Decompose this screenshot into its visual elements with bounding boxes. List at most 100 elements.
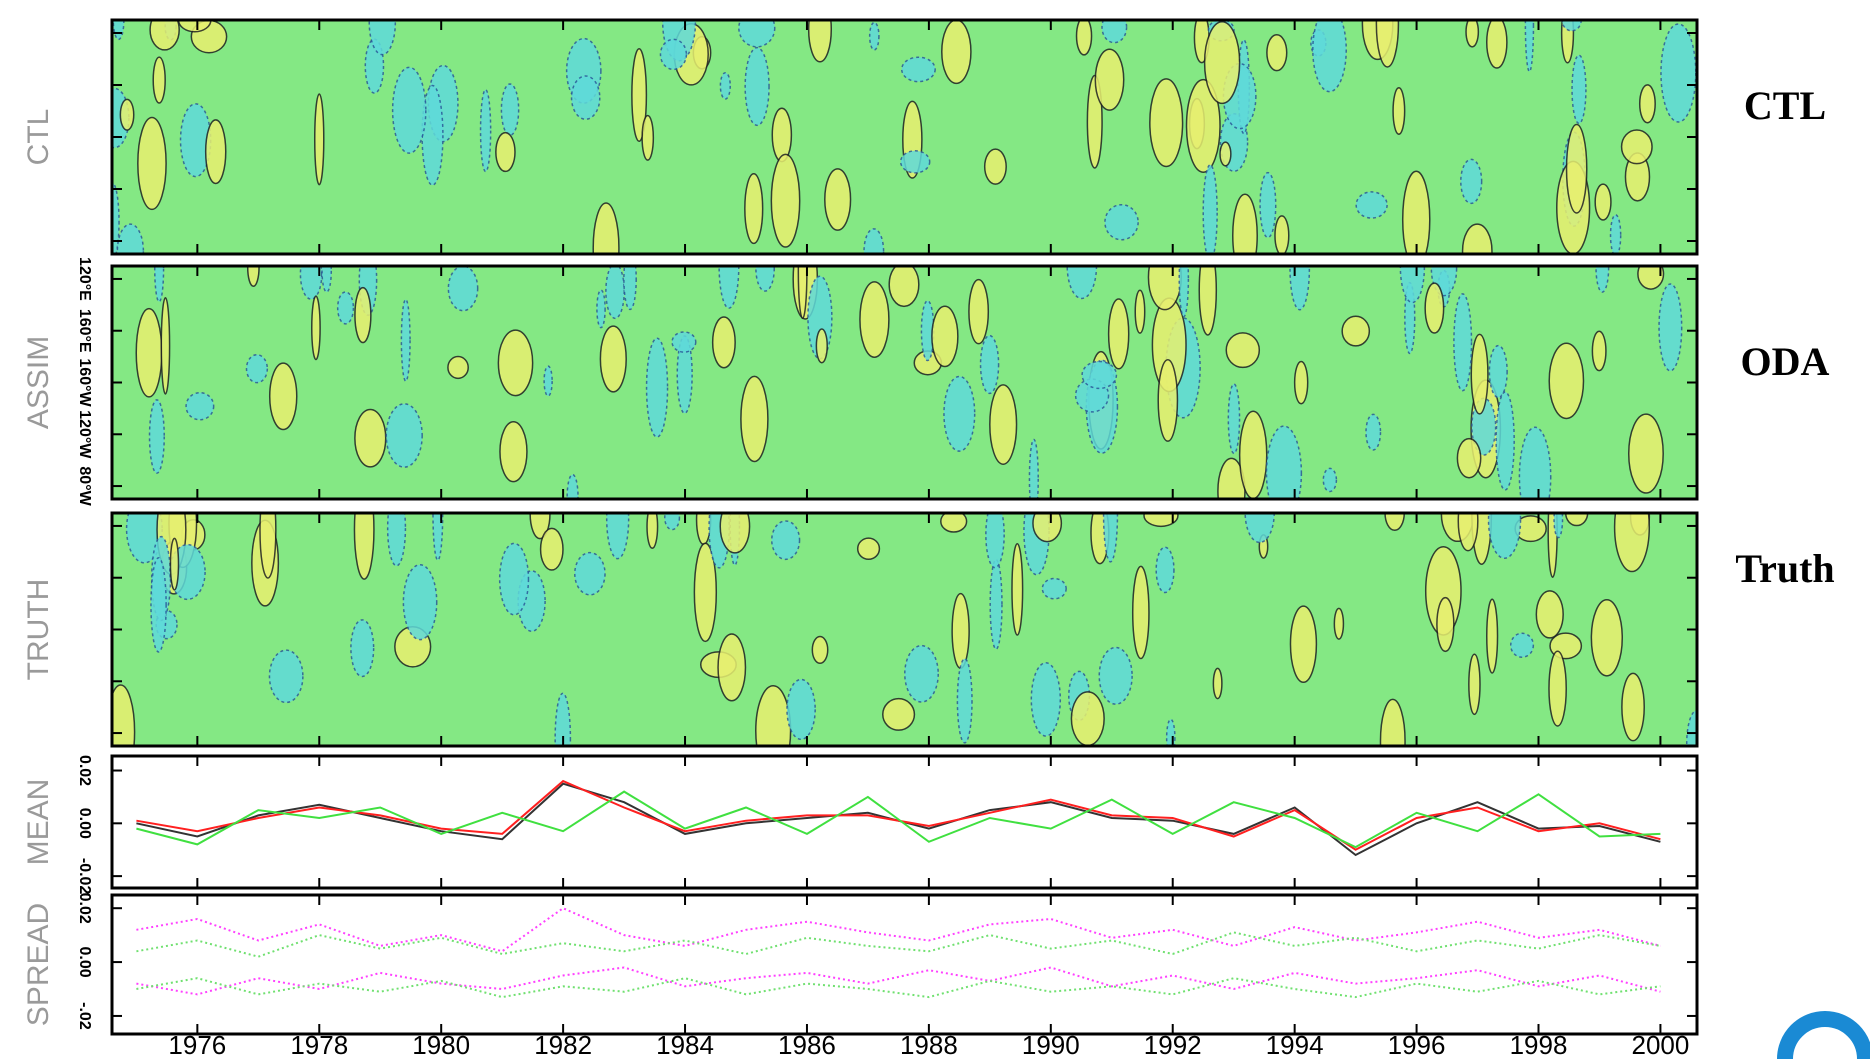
warm-contour [931, 305, 959, 368]
warm-contour [112, 684, 136, 746]
warm-contour [354, 286, 372, 344]
warm-contour [693, 542, 718, 643]
warm-contour [1232, 193, 1258, 254]
x-tick-label: 1976 [168, 1030, 226, 1059]
cold-contour [943, 375, 976, 452]
cold-contour [645, 337, 669, 438]
x-tick-label: 1980 [412, 1030, 470, 1059]
cold-contour [755, 266, 775, 292]
x-tick-label: 1988 [900, 1030, 958, 1059]
cold-contour [185, 391, 215, 421]
warm-contour [744, 172, 764, 245]
cold-contour [1609, 214, 1622, 254]
cold-contour [543, 365, 553, 397]
warm-contour [599, 325, 627, 393]
warm-contour [1613, 513, 1651, 573]
warm-contour [859, 281, 890, 358]
x-tick-label: 1996 [1388, 1030, 1446, 1059]
series-line [136, 790, 1661, 849]
x-tick-label: 1982 [534, 1030, 592, 1059]
cold-contour [245, 353, 269, 384]
warm-contour [1219, 141, 1232, 167]
cold-contour [718, 266, 740, 309]
warm-contour [499, 420, 528, 483]
series-line [136, 966, 1661, 996]
warm-contour [354, 408, 387, 468]
cold-contour [368, 20, 397, 56]
warm-contour [1198, 266, 1218, 336]
warm-contour [495, 131, 516, 173]
y-tick-label: 120°W [76, 410, 93, 459]
warm-contour [719, 513, 751, 554]
warm-contour [204, 119, 227, 185]
warm-contour [137, 116, 167, 211]
cold-contour [1028, 438, 1039, 499]
x-tick-label: 1994 [1266, 1030, 1324, 1059]
x-tick-label: 1992 [1144, 1030, 1202, 1059]
x-tick-label: 1998 [1510, 1030, 1568, 1059]
y-axis-label: CTL [22, 109, 55, 166]
cold-contour [1658, 283, 1683, 372]
cold-contour [1081, 360, 1118, 390]
warm-contour [313, 93, 325, 186]
warm-contour [1203, 21, 1241, 105]
x-tick-label: 1978 [290, 1030, 348, 1059]
warm-contour [824, 168, 852, 231]
warm-contour [1594, 183, 1612, 221]
warm-contour [149, 20, 180, 51]
cold-contour [786, 678, 816, 741]
warm-contour [1266, 33, 1288, 72]
panel-frame [110, 18, 1699, 256]
warm-contour [968, 278, 990, 345]
warm-contour [169, 537, 180, 591]
warm-contour [1457, 513, 1479, 552]
warm-contour [1461, 223, 1493, 254]
cold-contour [1265, 425, 1303, 499]
cold-contour [1355, 191, 1388, 219]
warm-contour [1465, 20, 1480, 48]
warm-contour [1225, 332, 1261, 369]
cold-contour [321, 266, 333, 293]
cold-contour [664, 513, 681, 531]
cold-contour [623, 266, 637, 311]
warm-contour [1548, 342, 1585, 420]
panel-annotation: Truth [1735, 546, 1834, 591]
warm-contour [1143, 513, 1179, 528]
cold-contour [299, 266, 323, 300]
cold-contour [1453, 293, 1473, 392]
cold-contour [671, 331, 697, 353]
cold-contour [1041, 577, 1067, 600]
series-line [136, 907, 1661, 953]
cold-contour [899, 150, 931, 174]
warm-contour [882, 697, 916, 731]
cold-contour [904, 644, 939, 703]
warm-contour [447, 355, 469, 380]
cold-contour [150, 557, 167, 653]
y-tick-label: -0.02 [76, 858, 93, 895]
cold-contour [391, 66, 427, 154]
panel-frame [110, 511, 1699, 748]
cold-contour [1660, 23, 1697, 123]
warm-contour [1485, 20, 1508, 69]
warm-contour [771, 107, 793, 163]
warm-contour [1075, 20, 1093, 56]
cold-contour [1227, 383, 1241, 455]
cold-contour [744, 46, 770, 127]
x-tick-label: 1984 [656, 1030, 714, 1059]
warm-contour [951, 592, 970, 670]
warm-contour [1535, 590, 1564, 639]
warm-contour [1590, 599, 1624, 677]
warm-contour [160, 296, 171, 395]
warm-contour [811, 635, 829, 664]
panel-annotation: ODA [1741, 339, 1830, 384]
warm-contour [1341, 315, 1371, 347]
warm-contour [1436, 596, 1455, 653]
warm-contour [1621, 672, 1645, 742]
cold-contour [1488, 344, 1508, 399]
warm-contour [1560, 20, 1575, 64]
warm-contour [1289, 605, 1318, 684]
cold-contour [863, 228, 885, 254]
warm-contour [856, 537, 881, 561]
warm-contour [1185, 78, 1221, 173]
